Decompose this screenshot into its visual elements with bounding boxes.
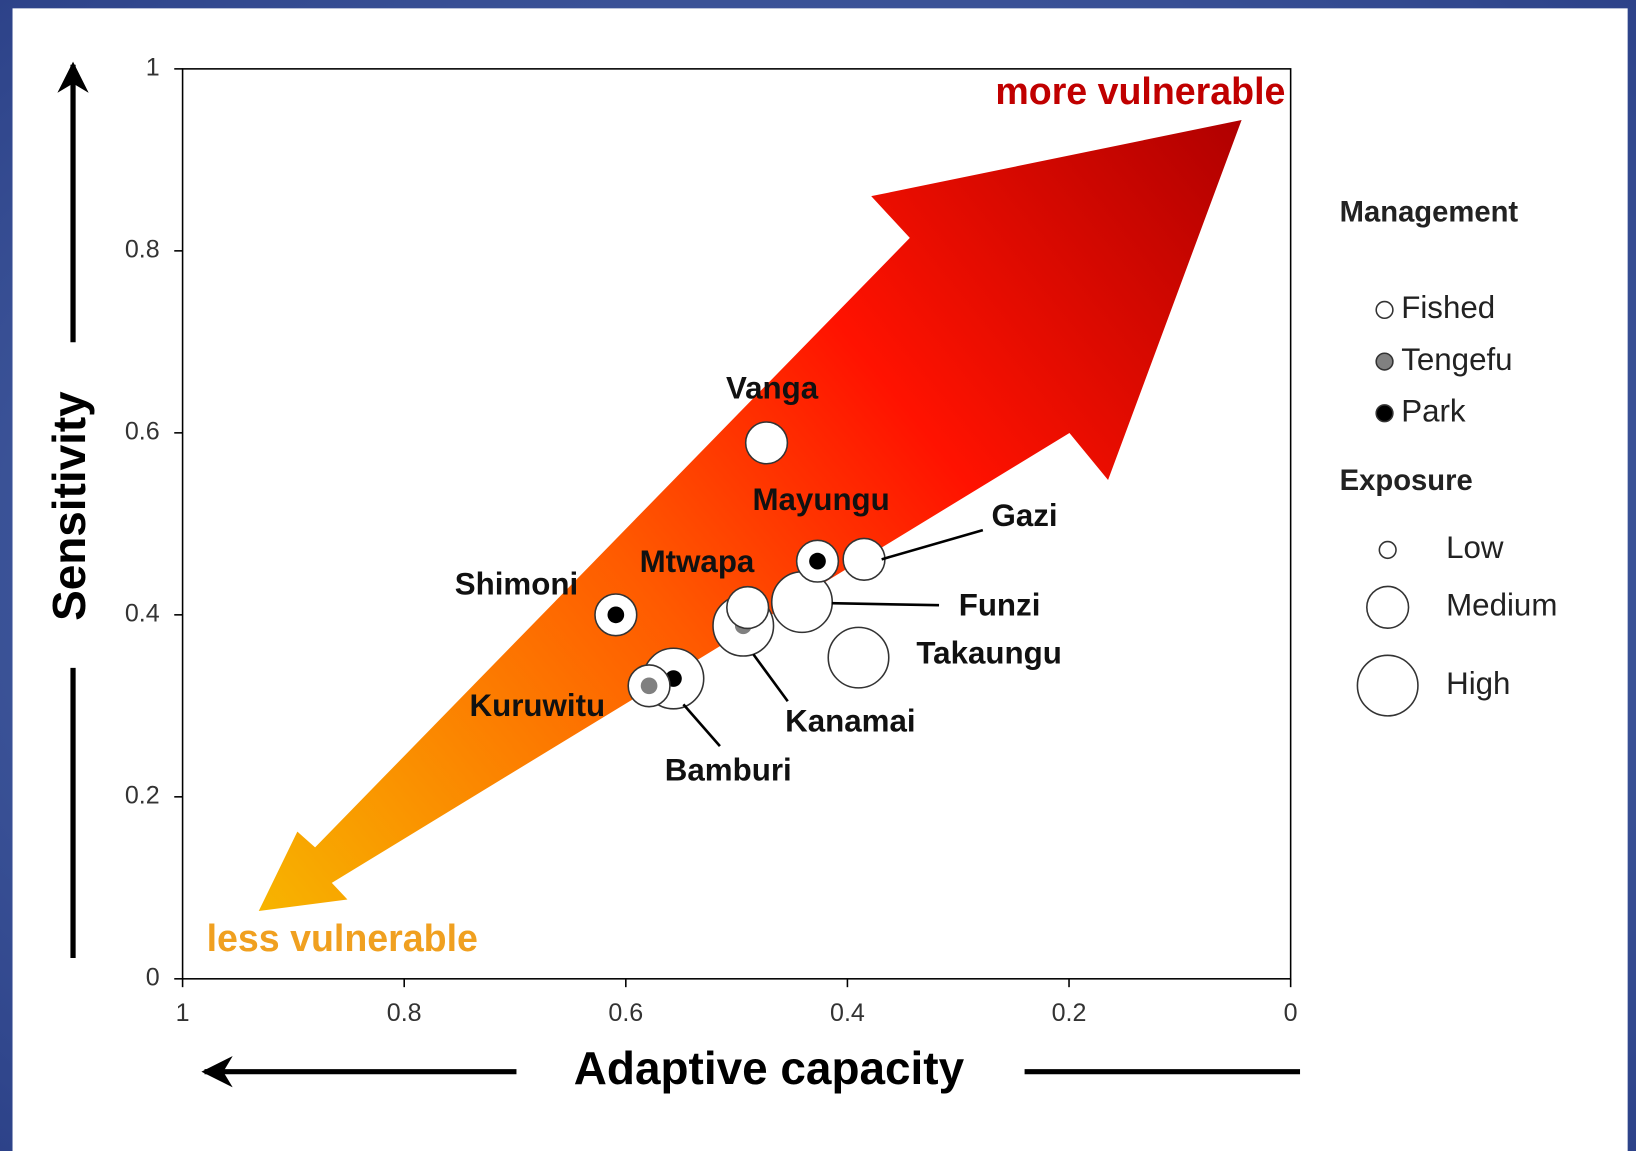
point-label: Bamburi xyxy=(665,752,792,787)
point-label: Kuruwitu xyxy=(470,688,606,723)
y-tick-label: 1 xyxy=(146,53,160,81)
bubble-ring xyxy=(726,585,770,630)
leader-line xyxy=(831,601,940,607)
bubble-ring xyxy=(842,537,886,581)
bubble xyxy=(827,626,890,689)
point-label: Takaungu xyxy=(916,636,1061,671)
point-label: Mtwapa xyxy=(640,544,755,579)
bubble xyxy=(744,421,789,465)
legend-marker xyxy=(1375,300,1394,320)
y-tick-label: 0 xyxy=(146,963,160,991)
legend-label: Tengefu xyxy=(1401,342,1512,377)
point-label: Mayungu xyxy=(752,482,889,517)
x-tick-label: 1 xyxy=(176,999,190,1027)
legend-marker xyxy=(1375,404,1394,423)
point-label: Vanga xyxy=(726,371,819,406)
y-tick-label: 0.2 xyxy=(125,781,160,809)
point-label: Kanamai xyxy=(785,703,915,738)
legend-title: Management xyxy=(1340,197,1519,229)
legend-label: Medium xyxy=(1446,588,1557,623)
leader-line xyxy=(752,653,789,703)
point-label: Gazi xyxy=(992,498,1058,533)
x-tick-label: 0.8 xyxy=(387,999,422,1027)
legend-title: Exposure xyxy=(1340,465,1473,497)
bubble xyxy=(726,585,770,630)
y-tick-label: 0.4 xyxy=(125,599,160,627)
legend-label: High xyxy=(1446,666,1510,701)
legend-label: Low xyxy=(1446,530,1504,565)
leader-line xyxy=(881,528,984,561)
point-label: Funzi xyxy=(959,588,1041,623)
bubble xyxy=(795,539,840,583)
x-tick-label: 0.4 xyxy=(830,999,865,1027)
y-tick-label: 0.6 xyxy=(125,417,160,445)
x-tick-label: 0 xyxy=(1284,999,1298,1027)
bubble xyxy=(594,593,638,637)
x-tick-label: 0.2 xyxy=(1052,999,1087,1027)
point-label: Shimoni xyxy=(455,567,578,602)
vulnerability-arrow xyxy=(258,120,1242,911)
management-dot xyxy=(640,677,658,695)
x-axis-title: Adaptive capacity xyxy=(574,1042,965,1094)
annotation: less vulnerable xyxy=(207,917,478,959)
leader-line xyxy=(682,703,721,747)
y-tick-label: 0.8 xyxy=(125,235,160,263)
bubble xyxy=(842,537,886,581)
legend-marker xyxy=(1375,352,1394,371)
y-axis-title: Sensitivity xyxy=(43,391,95,621)
legend-label: Park xyxy=(1401,393,1466,428)
bubble-ring xyxy=(744,421,789,465)
x-tick-label: 0.6 xyxy=(608,999,643,1027)
legend-marker xyxy=(1366,585,1410,629)
legend-label: Fished xyxy=(1401,290,1495,325)
management-dot xyxy=(809,552,826,570)
legend-marker xyxy=(1378,540,1397,560)
legend-marker xyxy=(1356,654,1419,717)
annotation: more vulnerable xyxy=(995,70,1285,112)
bubble xyxy=(627,664,671,708)
management-dot xyxy=(607,606,625,624)
bubble-ring xyxy=(827,626,890,689)
